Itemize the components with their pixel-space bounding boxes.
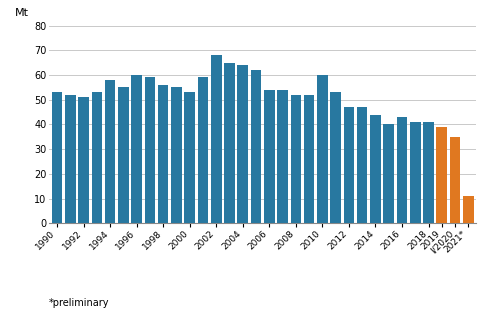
Bar: [171, 87, 182, 223]
Bar: [423, 122, 434, 223]
Bar: [158, 85, 168, 223]
Bar: [436, 127, 447, 223]
Bar: [105, 80, 115, 223]
Bar: [132, 75, 142, 223]
Bar: [304, 95, 314, 223]
Bar: [224, 63, 235, 223]
Bar: [370, 115, 381, 223]
Bar: [357, 107, 367, 223]
Bar: [78, 97, 89, 223]
Bar: [211, 55, 221, 223]
Bar: [238, 65, 248, 223]
Bar: [277, 90, 288, 223]
Bar: [52, 92, 62, 223]
Bar: [291, 95, 301, 223]
Bar: [185, 92, 195, 223]
Bar: [145, 78, 155, 223]
Bar: [198, 78, 208, 223]
Bar: [463, 196, 474, 223]
Bar: [317, 75, 327, 223]
Bar: [450, 137, 461, 223]
Bar: [65, 95, 76, 223]
Bar: [397, 117, 408, 223]
Text: *preliminary: *preliminary: [49, 299, 109, 308]
Bar: [251, 70, 261, 223]
Bar: [410, 122, 421, 223]
Bar: [330, 92, 341, 223]
Bar: [91, 92, 102, 223]
Bar: [383, 124, 394, 223]
Bar: [118, 87, 129, 223]
Bar: [344, 107, 354, 223]
Bar: [264, 90, 274, 223]
Text: Mt: Mt: [15, 8, 29, 18]
